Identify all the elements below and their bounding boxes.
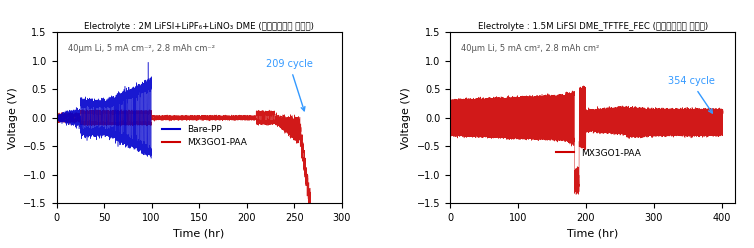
Title: Electrolyte : 2M LiFSI+LiPF₆+LiNO₃ DME (최남준교수님 연구실): Electrolyte : 2M LiFSI+LiPF₆+LiNO₃ DME (…	[84, 23, 314, 31]
Text: 354 cycle: 354 cycle	[667, 76, 715, 113]
Legend: Bare-PP, MX3GO1-PAA: Bare-PP, MX3GO1-PAA	[158, 121, 251, 151]
X-axis label: Time (hr): Time (hr)	[567, 229, 618, 239]
Text: 40μm Li, 5 mA cm², 2.8 mAh cm²: 40μm Li, 5 mA cm², 2.8 mAh cm²	[461, 44, 599, 53]
Text: 40μm Li, 5 mA cm⁻², 2.8 mAh cm⁻²: 40μm Li, 5 mA cm⁻², 2.8 mAh cm⁻²	[68, 44, 215, 53]
Y-axis label: Voltage (V): Voltage (V)	[8, 87, 18, 149]
X-axis label: Time (hr): Time (hr)	[173, 229, 225, 239]
Text: 209 cycle: 209 cycle	[266, 59, 313, 111]
Title: Electrolyte : 1.5M LiFSI DME_TFTFE_FEC (최남준교수님 연구실): Electrolyte : 1.5M LiFSI DME_TFTFE_FEC (…	[477, 23, 708, 31]
Legend: MX3GO1-PAA: MX3GO1-PAA	[552, 145, 645, 161]
Y-axis label: Voltage (V): Voltage (V)	[401, 87, 411, 149]
